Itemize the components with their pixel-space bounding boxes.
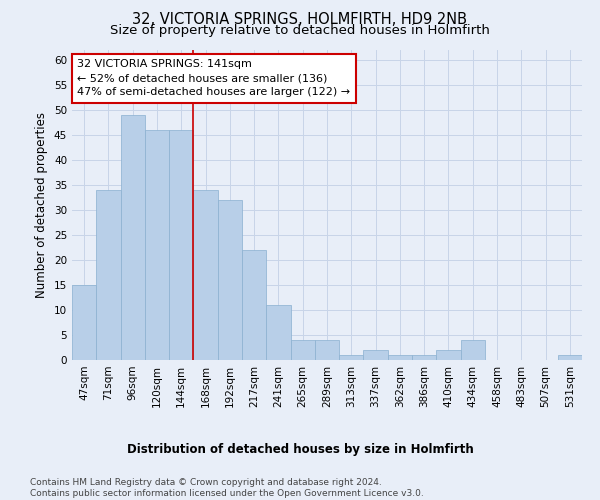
Bar: [218, 200, 242, 360]
Bar: [72, 285, 96, 360]
Text: 32, VICTORIA SPRINGS, HOLMFIRTH, HD9 2NB: 32, VICTORIA SPRINGS, HOLMFIRTH, HD9 2NB: [133, 12, 467, 28]
Bar: [412, 355, 436, 360]
Bar: [290, 340, 315, 360]
Bar: [242, 250, 266, 360]
Y-axis label: Number of detached properties: Number of detached properties: [35, 112, 49, 298]
Bar: [388, 355, 412, 360]
Bar: [193, 190, 218, 360]
Bar: [315, 340, 339, 360]
Bar: [461, 340, 485, 360]
Bar: [145, 130, 169, 360]
Text: 32 VICTORIA SPRINGS: 141sqm
← 52% of detached houses are smaller (136)
47% of se: 32 VICTORIA SPRINGS: 141sqm ← 52% of det…: [77, 60, 350, 98]
Bar: [121, 115, 145, 360]
Bar: [436, 350, 461, 360]
Bar: [364, 350, 388, 360]
Bar: [558, 355, 582, 360]
Bar: [169, 130, 193, 360]
Text: Size of property relative to detached houses in Holmfirth: Size of property relative to detached ho…: [110, 24, 490, 37]
Text: Contains HM Land Registry data © Crown copyright and database right 2024.
Contai: Contains HM Land Registry data © Crown c…: [30, 478, 424, 498]
Bar: [96, 190, 121, 360]
Text: Distribution of detached houses by size in Holmfirth: Distribution of detached houses by size …: [127, 442, 473, 456]
Bar: [339, 355, 364, 360]
Bar: [266, 305, 290, 360]
